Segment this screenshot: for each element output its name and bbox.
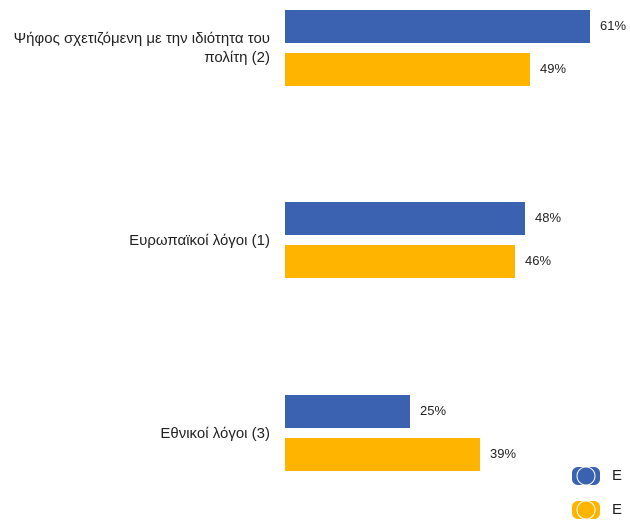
category-label: Ψήφος σχετιζόμενη με την ιδιότητα του πο… [13, 30, 270, 66]
value-label: 39% [490, 446, 516, 461]
bar [285, 395, 410, 428]
bar [285, 438, 480, 471]
bar [285, 53, 530, 86]
bar [285, 202, 525, 235]
legend-label: E [612, 467, 622, 484]
legend-label: E [612, 501, 622, 518]
value-label: 49% [540, 61, 566, 76]
value-label: 61% [600, 18, 626, 33]
category-label: Εθνικοί λόγοι (3) [160, 424, 270, 442]
value-label: 25% [420, 403, 446, 418]
category-label: Ευρωπαϊκοί λόγοι (1) [129, 231, 270, 249]
bar [285, 245, 515, 278]
legend-icon [576, 466, 596, 486]
legend-icon [576, 500, 596, 520]
bar [285, 10, 590, 43]
value-label: 48% [535, 210, 561, 225]
value-label: 46% [525, 253, 551, 268]
